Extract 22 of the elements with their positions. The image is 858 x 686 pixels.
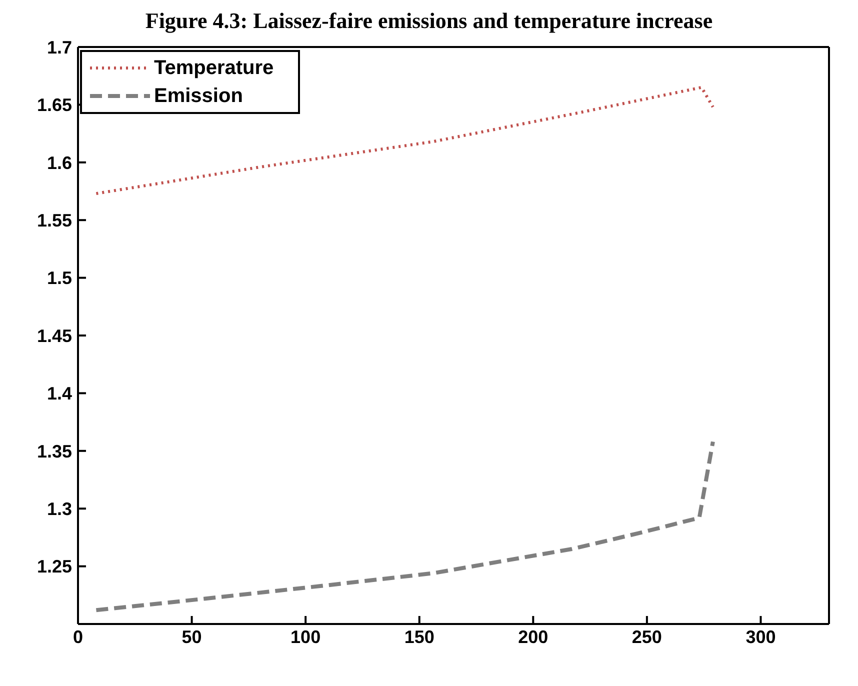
y-tick-label: 1.45 — [36, 326, 72, 346]
y-tick-label: 1.65 — [36, 95, 72, 116]
y-tick-label: 1.25 — [36, 556, 72, 577]
x-tick-label: 0 — [72, 626, 84, 647]
x-tick-label: 300 — [746, 626, 776, 647]
y-tick-label: 1.3 — [46, 498, 72, 519]
line-series — [94, 86, 714, 196]
y-tick-label: 1.7 — [46, 37, 72, 58]
legend-label: Temperature — [154, 56, 274, 80]
x-tick-label: 200 — [518, 626, 548, 647]
x-tick-label: 50 — [182, 626, 202, 647]
y-tick-label: 1.55 — [36, 210, 72, 230]
x-tick-label: 250 — [632, 626, 662, 647]
y-tick-label: 1.6 — [46, 152, 72, 173]
y-tick-label: 1.5 — [46, 268, 72, 288]
x-tick-label: 100 — [290, 626, 321, 647]
line-series — [94, 440, 715, 612]
y-tick-label: 1.4 — [46, 384, 72, 404]
y-tick-label: 1.35 — [36, 441, 72, 462]
x-tick-label: 150 — [404, 626, 434, 647]
chart-title: Figure 4.3: Laissez-faire emissions and temperature increase — [144, 8, 714, 34]
legend-label: Emission — [154, 84, 243, 108]
